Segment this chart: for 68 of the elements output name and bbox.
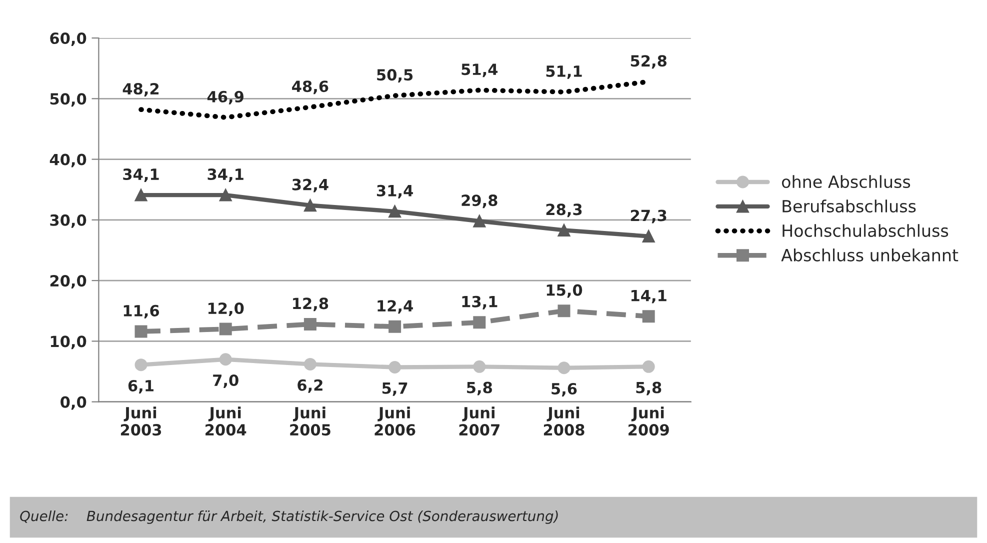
data-label: 48,2: [122, 82, 159, 96]
data-label: 50,5: [377, 69, 413, 83]
data-label: 14,1: [631, 290, 666, 304]
x-tick-label: Juni 2004: [206, 406, 246, 436]
x-tick-label: Juni 2009: [628, 406, 669, 436]
legend-label: Hochschulabschluss: [782, 224, 948, 237]
point: [558, 224, 570, 236]
data-label: 51,4: [462, 64, 498, 78]
data-label: 13,1: [462, 296, 498, 310]
point: [134, 188, 148, 202]
point: [642, 230, 655, 243]
data-label: 48,6: [292, 80, 328, 94]
x-tick-label: Juni 2006: [374, 406, 416, 436]
point: [473, 360, 486, 373]
data-label: 52,8: [630, 55, 666, 69]
data-label: 6,1: [128, 380, 154, 394]
data-label: 34,1: [208, 168, 244, 182]
point: [642, 310, 655, 323]
point: [642, 360, 655, 373]
data-label: 6,2: [298, 379, 322, 393]
data-label: 46,9: [207, 90, 244, 104]
data-label: 5,8: [636, 382, 662, 396]
data-label: 7,0: [213, 374, 238, 388]
y-tick-label: 30,0: [50, 214, 86, 228]
point: [134, 358, 148, 372]
point: [388, 320, 402, 333]
point: [304, 318, 316, 330]
data-label: 28,3: [546, 204, 582, 218]
x-tick-label: Juni 2003: [120, 406, 162, 436]
point: [558, 304, 570, 318]
x-tick-label: Juni 2007: [459, 406, 500, 436]
data-label: 15,0: [546, 284, 582, 298]
data-label: 32,4: [292, 178, 328, 192]
source-note: Quelle: Bundesagentur für Arbeit, Statistik-Service Ost (Sonderauswertung): [20, 510, 558, 524]
legend-label: Berufsabschluss: [782, 200, 916, 213]
data-label: 51,1: [546, 66, 582, 79]
data-label: 5,6: [552, 382, 577, 396]
point: [219, 353, 232, 366]
y-tick-label: 60,0: [50, 32, 86, 46]
y-tick-label: 0,0: [60, 396, 86, 410]
data-label: 27,3: [630, 210, 666, 224]
point: [473, 316, 486, 329]
data-label: 29,8: [462, 194, 498, 208]
legend-label: Abschluss unbekannt: [781, 248, 958, 262]
data-label: 12,4: [378, 300, 413, 314]
data-label: 12,8: [293, 298, 328, 312]
y-tick-label: 10,0: [50, 336, 86, 350]
point: [219, 188, 232, 202]
data-label: 12,0: [208, 302, 244, 316]
point: [304, 199, 316, 212]
point: [388, 361, 402, 374]
y-tick-label: 40,0: [50, 154, 86, 168]
point: [304, 358, 316, 370]
x-tick-label: Juni 2005: [290, 406, 330, 436]
data-label: 5,7: [382, 382, 408, 396]
point: [388, 205, 402, 218]
point: [219, 322, 232, 336]
point: [558, 362, 570, 374]
y-tick-label: 50,0: [50, 93, 86, 107]
point: [134, 325, 148, 338]
point: [473, 214, 486, 228]
legend-label: ohne Abschluss: [782, 175, 910, 188]
data-label: 31,4: [376, 184, 413, 198]
data-label: 5,8: [467, 382, 492, 396]
data-label: 11,6: [124, 304, 160, 318]
x-tick-label: Juni 2008: [544, 406, 584, 436]
data-label: 34,1: [123, 168, 159, 182]
y-tick-label: 20,0: [50, 275, 86, 289]
